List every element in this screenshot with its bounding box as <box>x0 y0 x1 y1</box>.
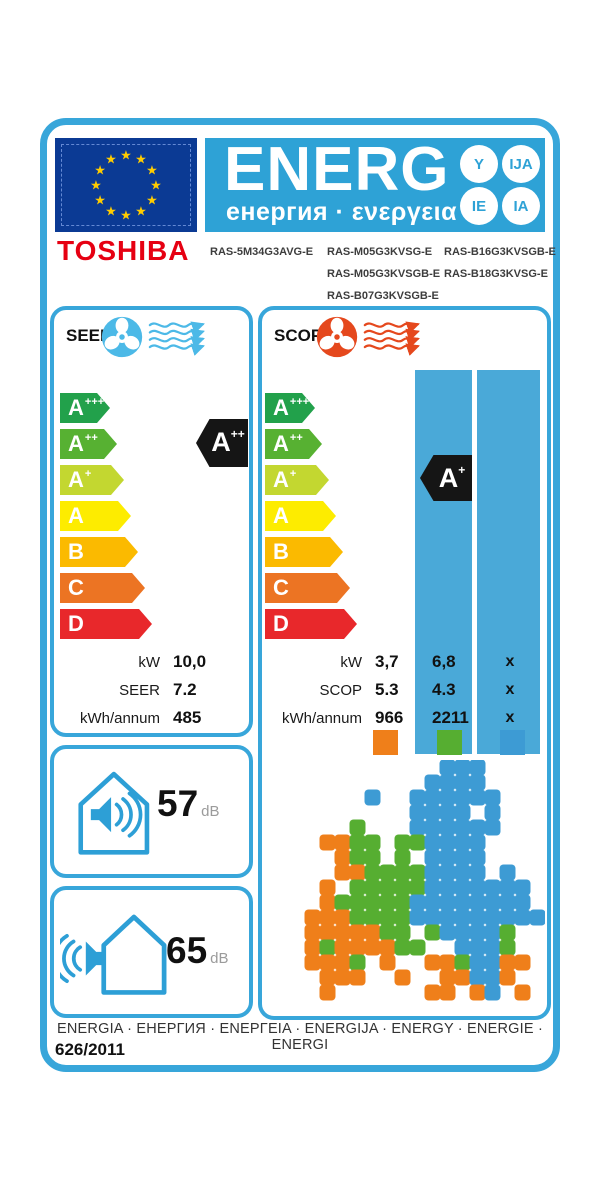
energ-band: ENERG енергия · ενεργεια Y IJA IE IA <box>205 138 545 232</box>
energy-class-arrow: A <box>60 501 131 531</box>
europe-climate-map <box>304 760 545 1001</box>
table-row: SEER 7.2 <box>119 680 197 699</box>
cooling-fan-icon <box>101 316 143 358</box>
energ-suffix-circles: Y IJA IE IA <box>460 145 540 225</box>
suffix-circle-ie: IE <box>460 187 498 225</box>
column-divider <box>415 370 472 754</box>
table-row: SCOP 5.3 4.3 x <box>319 680 515 699</box>
energy-class-arrow: D <box>265 609 357 639</box>
star-icon: ★ <box>105 203 117 219</box>
model-column-1: RAS-5M34G3AVG-E <box>210 241 327 307</box>
indoor-noise-panel: 57 dB <box>50 745 253 878</box>
scop-value-table: kW 3,7 6,8 x SCOP 5.3 4.3 x kWh/annum 96… <box>262 648 547 732</box>
star-icon: ★ <box>150 177 162 193</box>
energy-class-arrow: A + <box>265 465 329 495</box>
climate-zone-swatch-cold <box>500 730 525 755</box>
star-icon: ★ <box>105 151 117 167</box>
model-numbers: RAS-5M34G3AVG-E RAS-M05G3KVSG-E RAS-M05G… <box>210 241 561 307</box>
energ-subtitle: енергия · ενεργεια <box>226 198 457 226</box>
seer-value-table: kW 10,0 SEER 7.2 kWh/annum 485 <box>54 648 249 732</box>
energy-class-arrow: A + <box>60 465 124 495</box>
energy-class-arrow: A ++ <box>60 429 117 459</box>
energy-class-arrow: C <box>60 573 145 603</box>
seer-panel: SEER <box>50 306 253 737</box>
outdoor-noise-value: 65 dB <box>166 930 229 971</box>
star-icon: ★ <box>146 192 158 208</box>
energy-class-arrow: A +++ <box>60 393 110 423</box>
suffix-circle-y: Y <box>460 145 498 183</box>
db-unit: dB <box>201 803 220 820</box>
star-icon: ★ <box>94 192 106 208</box>
seer-title: SEER <box>66 326 113 345</box>
star-icon: ★ <box>146 162 158 178</box>
airflow-waves-icon <box>363 321 420 356</box>
suffix-circle-ija: IJA <box>502 145 540 183</box>
db-unit: dB <box>210 950 229 967</box>
model-number: RAS-5M34G3AVG-E <box>210 246 314 258</box>
table-row: kWh/annum 966 2211 x <box>281 708 515 727</box>
outdoor-noise-panel: 65 dB <box>50 886 253 1018</box>
energy-label: ★ ★ ★ ★ ★ ★ ★ ★ ★ ★ ★ ★ ENERG енергия · ενεργεια Y … <box>40 118 560 1072</box>
model-number: RAS-B18G3KVSG-E <box>444 268 548 280</box>
energy-class-arrow: A +++ <box>265 393 315 423</box>
brand-logo: TOSHIBA <box>57 235 190 266</box>
regulation-number: 626/2011 <box>55 1040 125 1059</box>
eu-flag-inset-border <box>61 144 191 226</box>
indoor-noise-value: 57 dB <box>157 783 220 824</box>
star-icon: ★ <box>135 151 147 167</box>
model-number: RAS-B07G3KVSGB-E <box>327 290 439 302</box>
energy-words-line: ENERGIA · ЕНЕРГИЯ · ΕΝΕΡΓΕΙΑ · ENERGIJA … <box>57 1021 543 1053</box>
energy-class-arrow: A ++ <box>265 429 322 459</box>
model-column-3: RAS-B16G3KVSGB-E RAS-B18G3KVSG-E <box>444 241 561 307</box>
table-row: kWh/annum 485 <box>79 708 202 727</box>
energy-class-arrow: A <box>265 501 336 531</box>
seer-class-ladder: A +++ A ++ A + A B C D <box>60 393 230 639</box>
suffix-circle-ia: IA <box>502 187 540 225</box>
climate-zone-swatch-average <box>437 730 462 755</box>
scop-panel: SCOP <box>258 306 551 1020</box>
star-icon: ★ <box>135 203 147 219</box>
climate-zone-swatch-warm <box>373 730 398 755</box>
outdoor-noise-house-icon <box>60 914 167 995</box>
energ-title: ENERG <box>224 135 450 204</box>
indoor-noise-house-icon <box>78 771 150 855</box>
model-column-2: RAS-M05G3KVSG-E RAS-M05G3KVSGB-E RAS-B07… <box>327 241 444 307</box>
energy-class-arrow: B <box>60 537 138 567</box>
energy-class-arrow: C <box>265 573 350 603</box>
scop-class-ladder: A +++ A ++ A + A B C D <box>265 393 435 639</box>
scop-title: SCOP <box>274 326 323 345</box>
airflow-waves-icon <box>148 321 205 356</box>
star-icon: ★ <box>94 162 106 178</box>
model-number: RAS-M05G3KVSG-E <box>327 246 433 258</box>
model-number: RAS-M05G3KVSGB-E <box>327 268 441 280</box>
eu-flag-icon: ★ ★ ★ ★ ★ ★ ★ ★ ★ ★ ★ ★ <box>55 138 197 232</box>
column-divider <box>477 370 540 754</box>
star-icon: ★ <box>120 207 132 223</box>
star-icon: ★ <box>120 147 132 163</box>
energy-class-arrow: D <box>60 609 152 639</box>
star-icon: ★ <box>90 177 102 193</box>
model-number: RAS-B16G3KVSGB-E <box>444 246 556 258</box>
energy-class-arrow: B <box>265 537 343 567</box>
table-row: kW 3,7 6,8 x <box>340 652 515 671</box>
heating-fan-icon <box>316 316 358 358</box>
table-row: kW 10,0 <box>138 652 207 671</box>
